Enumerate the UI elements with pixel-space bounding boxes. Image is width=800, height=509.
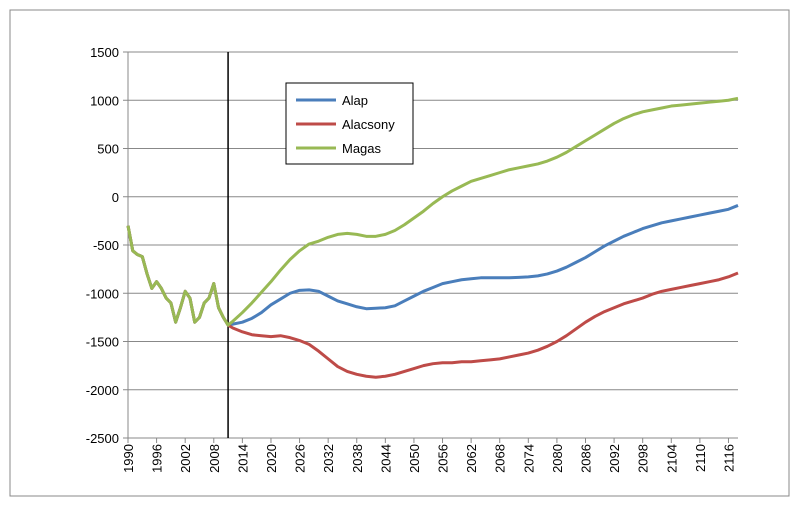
- x-tick-label: 2062: [464, 444, 479, 473]
- x-tick-label: 2086: [579, 444, 594, 473]
- x-tick-label: 2008: [207, 444, 222, 473]
- x-tick-label: 2050: [407, 444, 422, 473]
- y-tick-label: -1500: [86, 335, 119, 350]
- y-tick-label: 500: [97, 142, 119, 157]
- y-tick-label: -2000: [86, 383, 119, 398]
- x-tick-label: 2092: [607, 444, 622, 473]
- y-tick-label: -500: [93, 238, 119, 253]
- legend-label: Alap: [342, 93, 368, 108]
- x-tick-label: 2116: [721, 444, 736, 472]
- x-tick-label: 2068: [493, 444, 508, 473]
- legend-label: Alacsony: [342, 117, 395, 132]
- x-tick-label: 2020: [264, 444, 279, 473]
- x-tick-label: 2056: [436, 444, 451, 473]
- x-tick-label: 2098: [636, 444, 651, 473]
- x-tick-label: 2038: [350, 444, 365, 473]
- x-tick-label: 2002: [178, 444, 193, 473]
- x-tick-label: 2014: [235, 444, 250, 473]
- y-tick-label: 0: [112, 190, 119, 205]
- x-tick-label: 1996: [150, 444, 165, 473]
- x-tick-label: 2074: [521, 444, 536, 473]
- y-tick-label: 1500: [90, 45, 119, 60]
- y-tick-label: 1000: [90, 93, 119, 108]
- y-tick-label: -2500: [86, 431, 119, 446]
- x-tick-label: 2110: [693, 444, 708, 472]
- y-tick-label: -1000: [86, 286, 119, 301]
- series-line: [126, 96, 739, 327]
- x-tick-label: 2104: [664, 444, 679, 473]
- x-tick-label: 2026: [293, 444, 308, 473]
- x-tick-label: 2032: [321, 444, 336, 473]
- legend-label: Magas: [342, 141, 382, 156]
- x-tick-label: 2080: [550, 444, 565, 473]
- x-tick-label: 1990: [121, 444, 136, 473]
- x-tick-label: 2044: [378, 444, 393, 473]
